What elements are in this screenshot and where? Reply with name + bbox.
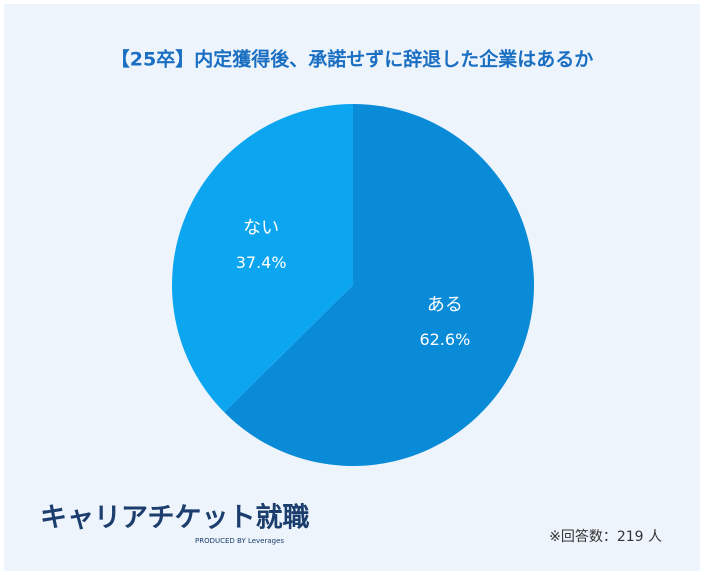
value-label: 37.4% bbox=[236, 253, 287, 272]
logo-byline: PRODUCED BY Leverages bbox=[195, 537, 284, 545]
logo: キャリアチケット就職 bbox=[40, 503, 309, 534]
pie-slice bbox=[224, 104, 534, 466]
pie: ある 62.6% ない 37.4% bbox=[171, 104, 534, 466]
slice-label: ない bbox=[243, 218, 279, 239]
chart-title: 【25卒】内定獲得後、承諾せずに辞退した企業はあるか bbox=[111, 48, 593, 71]
pie-slice bbox=[171, 104, 353, 413]
slice-label: ある bbox=[427, 294, 463, 315]
note: ※回答数：219 人 bbox=[549, 528, 662, 545]
value-label: 62.6% bbox=[419, 330, 470, 349]
